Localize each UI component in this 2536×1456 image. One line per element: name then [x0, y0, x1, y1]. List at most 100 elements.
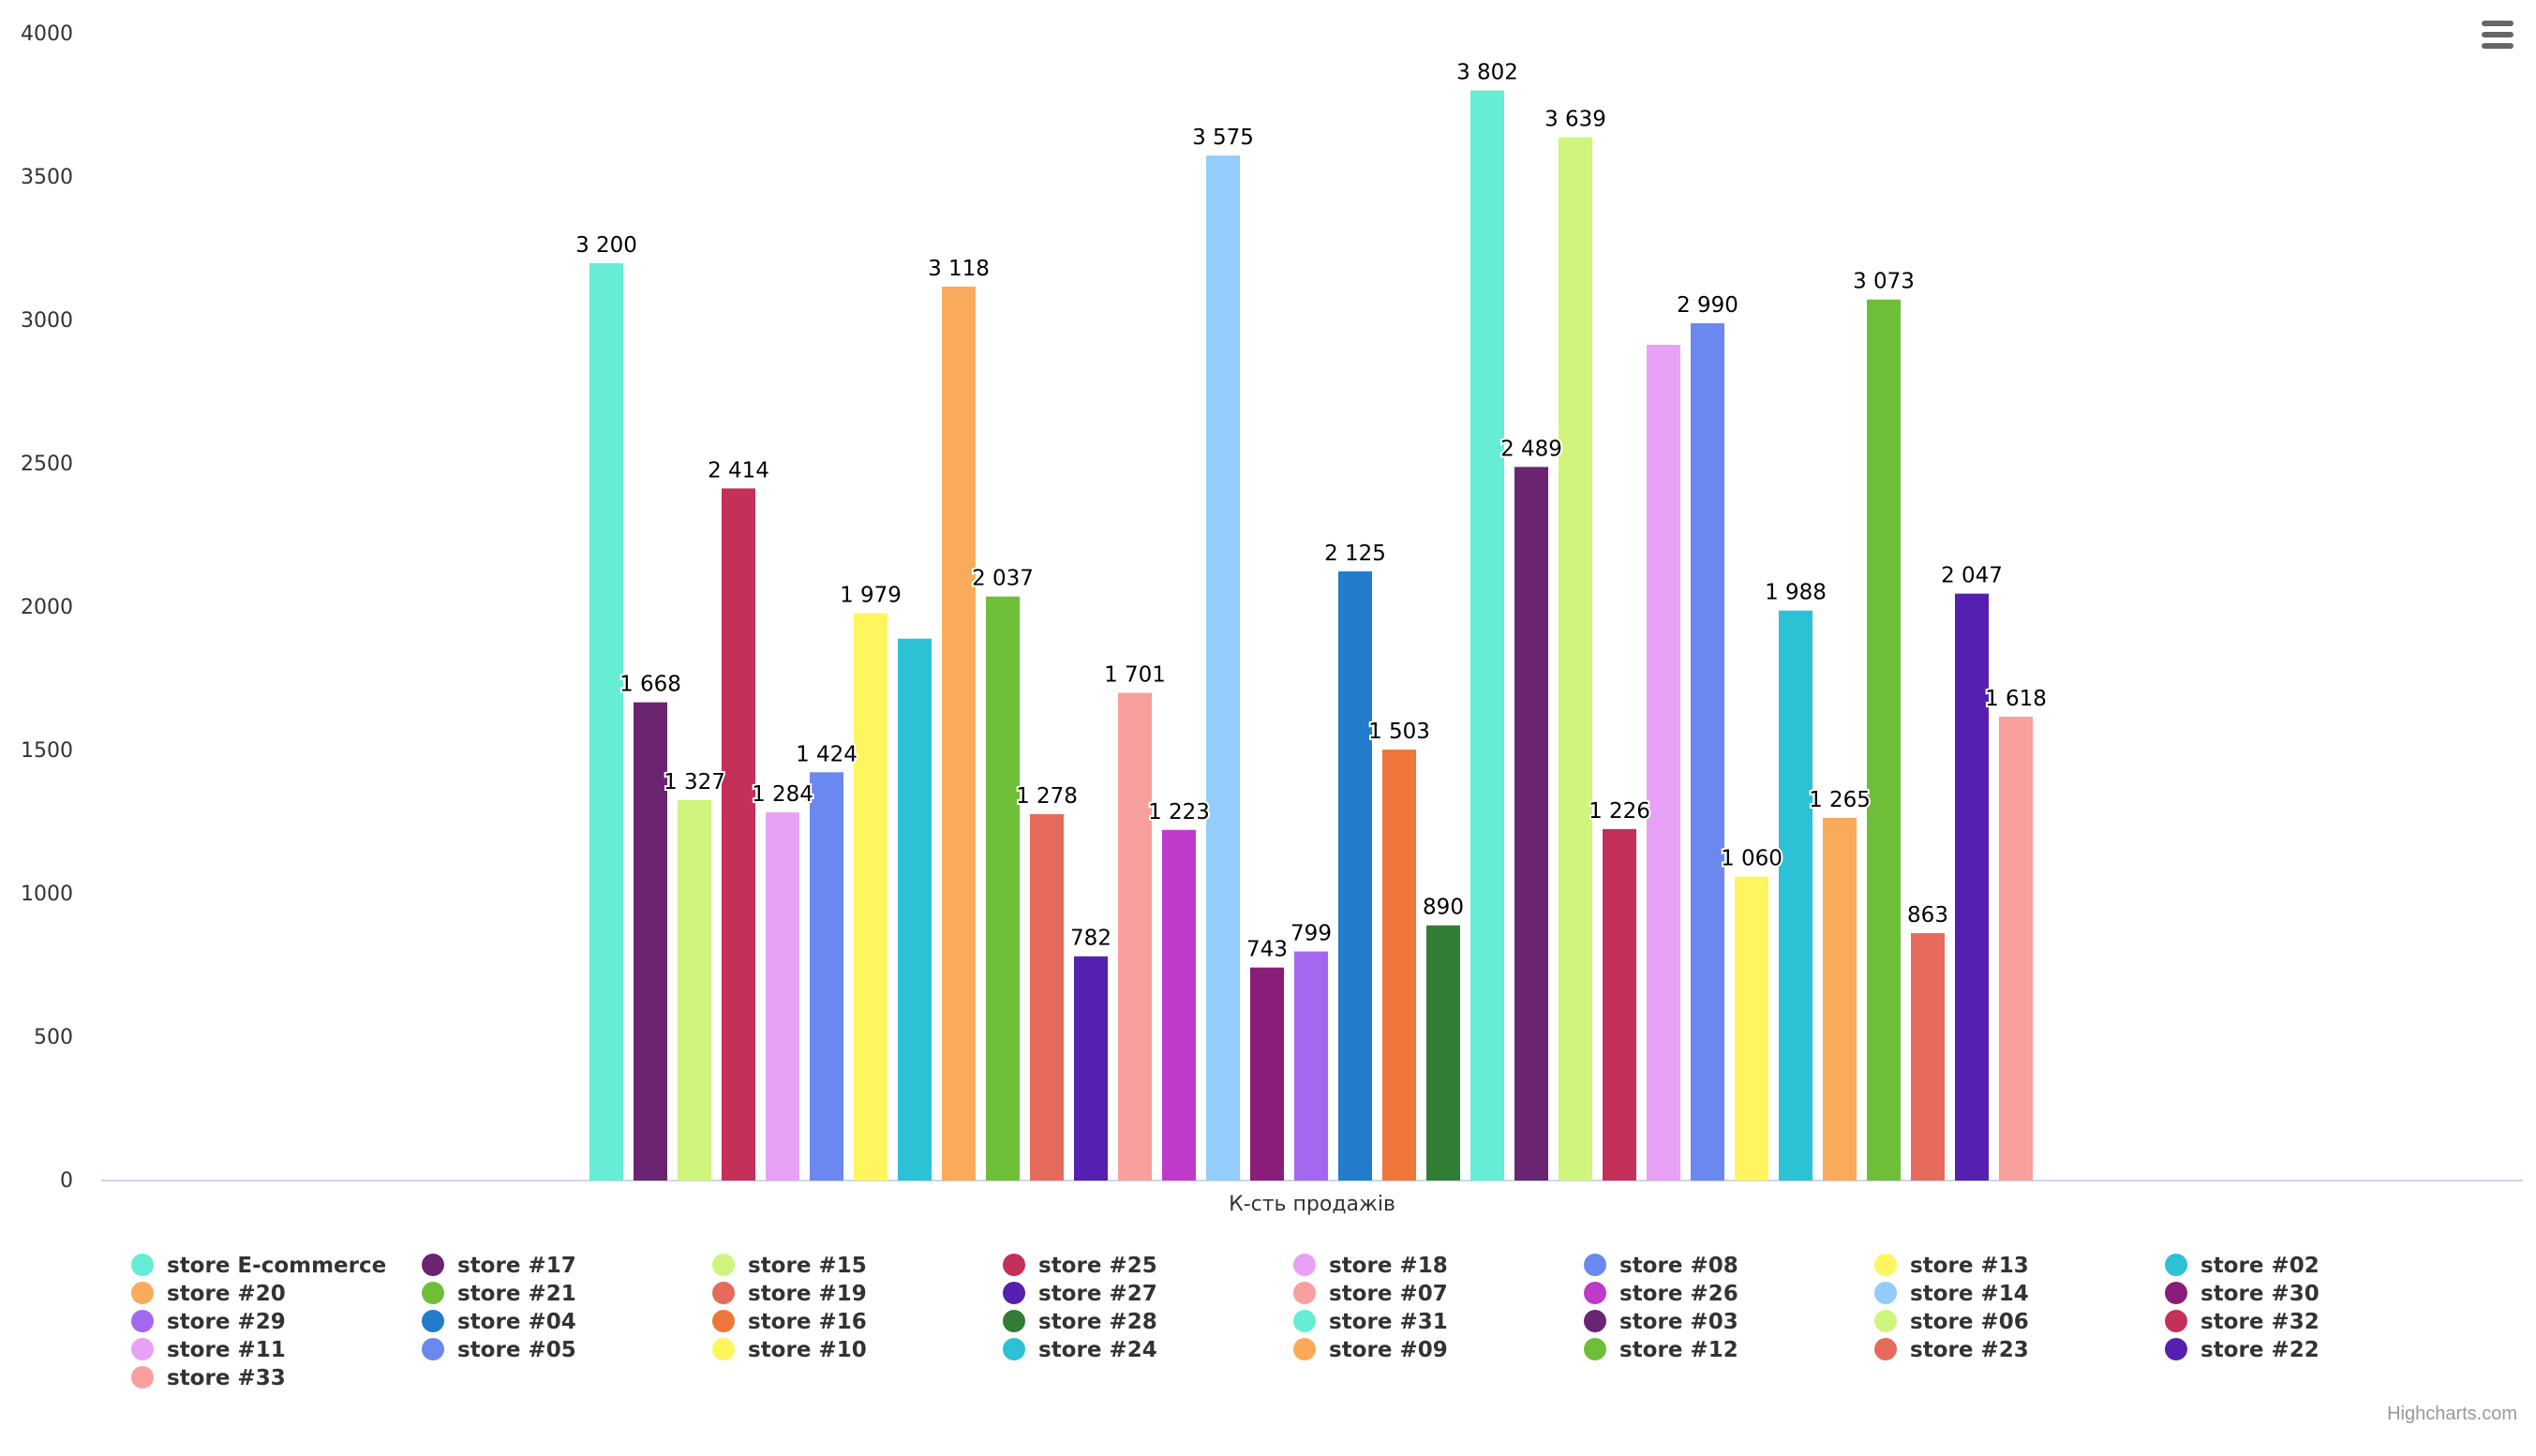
bar-store-30[interactable] — [1250, 967, 1284, 1181]
bar-store-27[interactable] — [1074, 956, 1108, 1181]
legend-item[interactable]: store #05 — [422, 1338, 576, 1362]
legend-item[interactable]: store #27 — [1003, 1282, 1157, 1306]
legend-item[interactable]: store #02 — [2165, 1254, 2320, 1278]
legend-item[interactable]: store #11 — [131, 1338, 286, 1362]
legend-item[interactable]: store #19 — [712, 1282, 867, 1306]
legend-item[interactable]: store #26 — [1584, 1282, 1738, 1306]
bar-store-15[interactable] — [678, 799, 711, 1181]
bar-store-19[interactable] — [1030, 813, 1064, 1181]
data-label: 1 265 — [1809, 788, 1871, 812]
bar-store-28[interactable] — [1426, 925, 1460, 1181]
bar-store-33[interactable] — [1999, 716, 2033, 1181]
legend-label: store #03 — [1619, 1310, 1738, 1334]
y-tick-label: 3000 — [21, 309, 73, 333]
legend: store E-commerce store #17 store #15 store … — [131, 1254, 2320, 1390]
data-label: 1 503 — [1368, 720, 1430, 744]
credits-link[interactable]: Highcharts.com — [2387, 1404, 2517, 1424]
legend-item[interactable]: store #29 — [131, 1310, 286, 1334]
legend-item[interactable]: store #09 — [1293, 1338, 1448, 1362]
legend-item[interactable]: store #22 — [2165, 1338, 2320, 1362]
legend-item[interactable]: store #32 — [2165, 1310, 2320, 1334]
bar-store-08[interactable] — [810, 772, 843, 1181]
legend-item[interactable]: store #04 — [422, 1310, 576, 1334]
legend-item[interactable]: store #08 — [1584, 1254, 1738, 1278]
legend-item[interactable]: store #15 — [712, 1254, 867, 1278]
legend-item[interactable]: store #23 — [1874, 1338, 2029, 1362]
legend-item[interactable]: store E-commerce — [131, 1254, 386, 1278]
data-label: 743 — [1246, 938, 1288, 962]
data-label: 2 125 — [1324, 542, 1386, 566]
bar-store-12[interactable] — [1867, 299, 1901, 1181]
legend-item[interactable]: store #20 — [131, 1282, 286, 1306]
legend-label: store #33 — [167, 1366, 286, 1390]
legend-item[interactable]: store #10 — [712, 1338, 867, 1362]
legend-label: store #28 — [1038, 1310, 1157, 1334]
bar-store-29[interactable] — [1294, 951, 1328, 1181]
legend-item[interactable]: store #30 — [2165, 1282, 2320, 1306]
bar-store-21[interactable] — [986, 596, 1020, 1181]
legend-marker — [131, 1366, 154, 1389]
legend-item[interactable]: store #33 — [131, 1366, 286, 1390]
bar-store-03[interactable] — [1514, 467, 1548, 1181]
bar-store-31[interactable] — [1470, 90, 1504, 1181]
data-label: 1 278 — [1016, 784, 1078, 809]
legend-item[interactable]: store #31 — [1293, 1310, 1448, 1334]
legend-label: store #21 — [457, 1282, 576, 1306]
bar-store-06[interactable] — [1559, 137, 1592, 1181]
bar-store-17[interactable] — [634, 702, 667, 1181]
bar-store-23[interactable] — [1911, 932, 1945, 1181]
legend-item[interactable]: store #18 — [1293, 1254, 1448, 1278]
bar-store-11[interactable] — [1647, 345, 1680, 1181]
bar-store-32[interactable] — [1603, 828, 1636, 1181]
bar-store-02[interactable] — [898, 638, 932, 1181]
bar-store-18[interactable] — [766, 812, 799, 1181]
legend-item[interactable]: store #07 — [1293, 1282, 1448, 1306]
bar-store-22[interactable] — [1955, 593, 1989, 1181]
y-tick-label: 2000 — [21, 596, 73, 619]
x-axis-title: К-сть продажів — [1229, 1193, 1395, 1216]
bar-store-26[interactable] — [1162, 829, 1196, 1181]
data-label: 2 489 — [1500, 437, 1562, 461]
legend-item[interactable]: store #14 — [1874, 1282, 2029, 1306]
legend-marker — [1293, 1310, 1316, 1332]
legend-item[interactable]: store #13 — [1874, 1254, 2029, 1278]
legend-item[interactable]: store #21 — [422, 1282, 576, 1306]
legend-marker — [1003, 1254, 1025, 1276]
bar-store-09[interactable] — [1823, 817, 1857, 1181]
legend-label: store #20 — [167, 1282, 286, 1306]
data-labels: 3 200 1 668 1 327 2 414 1 284 1 424 1 979 3 118… — [574, 59, 2049, 964]
legend-item[interactable]: store #03 — [1584, 1310, 1738, 1334]
legend-item[interactable]: store #25 — [1003, 1254, 1157, 1278]
bar-store-10[interactable] — [1735, 876, 1768, 1181]
legend-item[interactable]: store #16 — [712, 1310, 867, 1334]
hamburger-menu-icon[interactable] — [2474, 13, 2521, 56]
legend-item[interactable]: store #06 — [1874, 1310, 2029, 1334]
legend-label: store #02 — [2200, 1254, 2320, 1278]
y-tick-label: 0 — [60, 1169, 73, 1193]
legend-label: store #10 — [748, 1338, 867, 1362]
bar-store-04[interactable] — [1338, 571, 1372, 1181]
legend-item[interactable]: store #24 — [1003, 1338, 1157, 1362]
legend-marker — [2165, 1310, 2187, 1332]
data-label: 1 979 — [840, 583, 902, 607]
bar-store-13[interactable] — [854, 613, 888, 1181]
bars — [589, 90, 2033, 1181]
legend-marker — [1874, 1310, 1897, 1332]
legend-marker — [1003, 1282, 1025, 1304]
bar-store-25[interactable] — [722, 488, 755, 1181]
legend-item[interactable]: store #12 — [1584, 1338, 1738, 1362]
legend-label: store #06 — [1910, 1310, 2029, 1334]
bar-store-14[interactable] — [1206, 156, 1240, 1181]
legend-item[interactable]: store #28 — [1003, 1310, 1157, 1334]
bar-store-07[interactable] — [1118, 692, 1152, 1181]
bar-store-05[interactable] — [1691, 323, 1724, 1181]
y-axis-labels: 0 500 1000 1500 2000 2500 3000 3500 4000 — [21, 22, 73, 1193]
bar-store-24[interactable] — [1779, 610, 1812, 1181]
bar-store-e-commerce[interactable] — [589, 262, 623, 1181]
bar-store-16[interactable] — [1382, 750, 1416, 1181]
legend-label: store #23 — [1910, 1338, 2029, 1362]
bar-store-20[interactable] — [942, 286, 976, 1181]
legend-item[interactable]: store #17 — [422, 1254, 576, 1278]
data-label: 2 047 — [1941, 564, 2003, 588]
data-label: 1 327 — [664, 770, 725, 795]
